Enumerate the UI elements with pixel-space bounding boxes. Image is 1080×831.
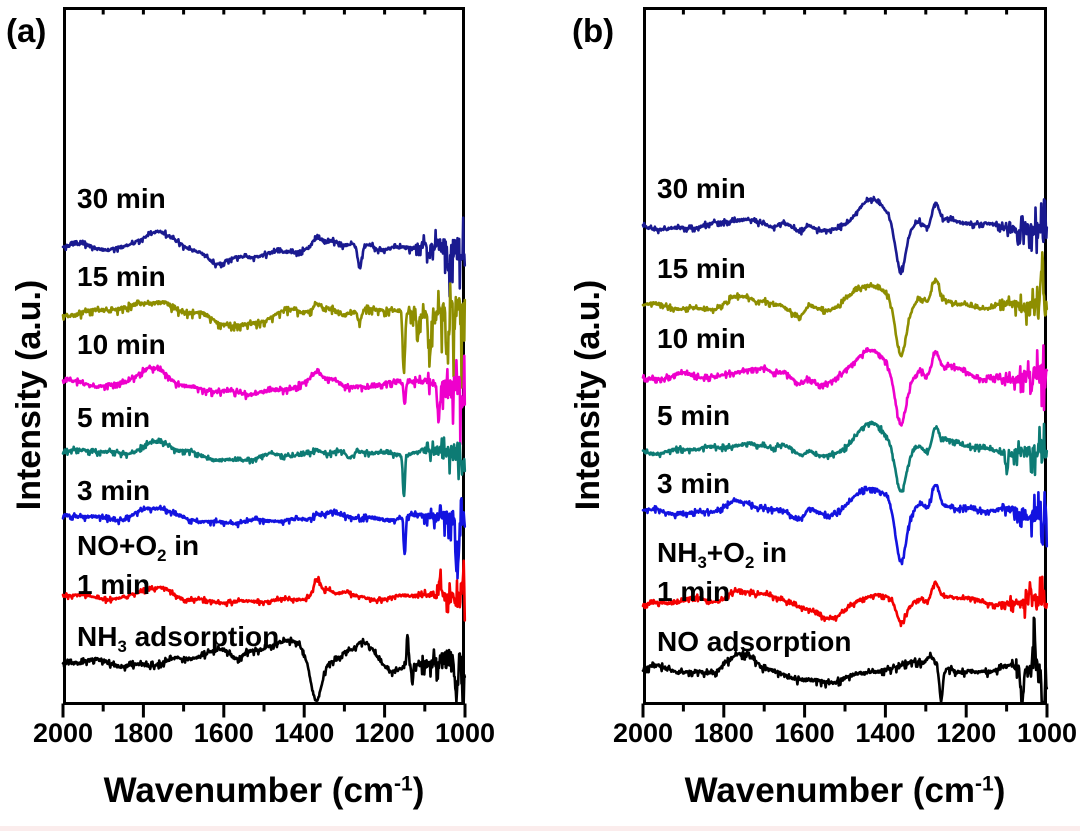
spectrum-trace-b-no-adsorption bbox=[641, 616, 1049, 704]
x-axis-label: Wavenumber (cm-1) bbox=[684, 771, 1006, 810]
x-axis-label: Wavenumber (cm-1) bbox=[103, 771, 425, 810]
spectra-plot-a bbox=[61, 7, 467, 718]
spectrum-trace-a-nh3-adsorption bbox=[61, 633, 467, 704]
panel-a-letter: (a) bbox=[6, 12, 47, 49]
spectrum-trace-b-10min bbox=[641, 344, 1049, 427]
trace-label-a-1min: NO+O2 in 1 min bbox=[77, 529, 200, 600]
axis-ticks bbox=[61, 8, 467, 718]
spectrum-trace-a-5min bbox=[61, 436, 467, 498]
trace-label-a-15min: 15 min bbox=[77, 261, 166, 293]
x-tick-label-1400: 1400 bbox=[274, 718, 335, 748]
trace-label-b-3min: 3 min bbox=[657, 467, 731, 499]
bottom-strip bbox=[0, 826, 1080, 831]
x-tick-label-1200: 1200 bbox=[354, 718, 415, 748]
spectrum-trace-b-30min bbox=[641, 195, 1049, 276]
trace-label-a-3min: 3 min bbox=[77, 475, 151, 507]
trace-label-b-1min: NH3+O2 in 1 min bbox=[657, 536, 787, 607]
x-tick-label-1000: 1000 bbox=[434, 718, 496, 748]
trace-label-a-nh3-adsorption: NH3 adsorption bbox=[77, 621, 280, 656]
spectrum-trace-b-1min bbox=[641, 575, 1049, 628]
spectrum-trace-a-15min bbox=[61, 282, 467, 389]
trace-label-a-10min: 10 min bbox=[77, 329, 166, 361]
trace-label-b-15min: 15 min bbox=[657, 253, 746, 285]
x-tick-label-1400: 1400 bbox=[855, 718, 916, 748]
x-tick-label-1200: 1200 bbox=[936, 718, 997, 748]
spectrum-trace-b-15min bbox=[641, 251, 1049, 358]
trace-label-b-30min: 30 min bbox=[657, 172, 746, 204]
x-tick-label-1600: 1600 bbox=[774, 718, 835, 748]
trace-label-b-10min: 10 min bbox=[657, 322, 746, 354]
spectrum-trace-b-3min bbox=[641, 483, 1049, 566]
panel-b-letter: (b) bbox=[572, 12, 615, 49]
axis-ticks bbox=[641, 8, 1049, 718]
x-tick-label-1600: 1600 bbox=[193, 718, 254, 748]
trace-label-a-5min: 5 min bbox=[77, 402, 151, 434]
spectra-plot-b bbox=[641, 7, 1049, 718]
trace-label-b-no-adsorption: NO adsorption bbox=[657, 626, 852, 658]
x-tick-label-1000: 1000 bbox=[1016, 718, 1078, 748]
spectrum-trace-a-10min bbox=[61, 354, 467, 446]
x-tick-label-1800: 1800 bbox=[693, 718, 754, 748]
panel-a-y-axis-label: Intensity (a.u.) bbox=[10, 279, 48, 511]
spectrum-trace-a-1min bbox=[61, 559, 467, 622]
x-tick-label-2000: 2000 bbox=[612, 718, 674, 748]
trace-label-a-30min: 30 min bbox=[77, 183, 166, 215]
spectrum-trace-a-3min bbox=[61, 496, 467, 580]
trace-label-b-5min: 5 min bbox=[657, 400, 731, 432]
panel-b-y-axis-label: Intensity (a.u.) bbox=[569, 279, 607, 511]
x-tick-label-2000: 2000 bbox=[32, 718, 94, 748]
spectrum-trace-a-30min bbox=[61, 216, 467, 298]
x-tick-label-1800: 1800 bbox=[113, 718, 174, 748]
spectrum-trace-b-5min bbox=[641, 420, 1049, 493]
